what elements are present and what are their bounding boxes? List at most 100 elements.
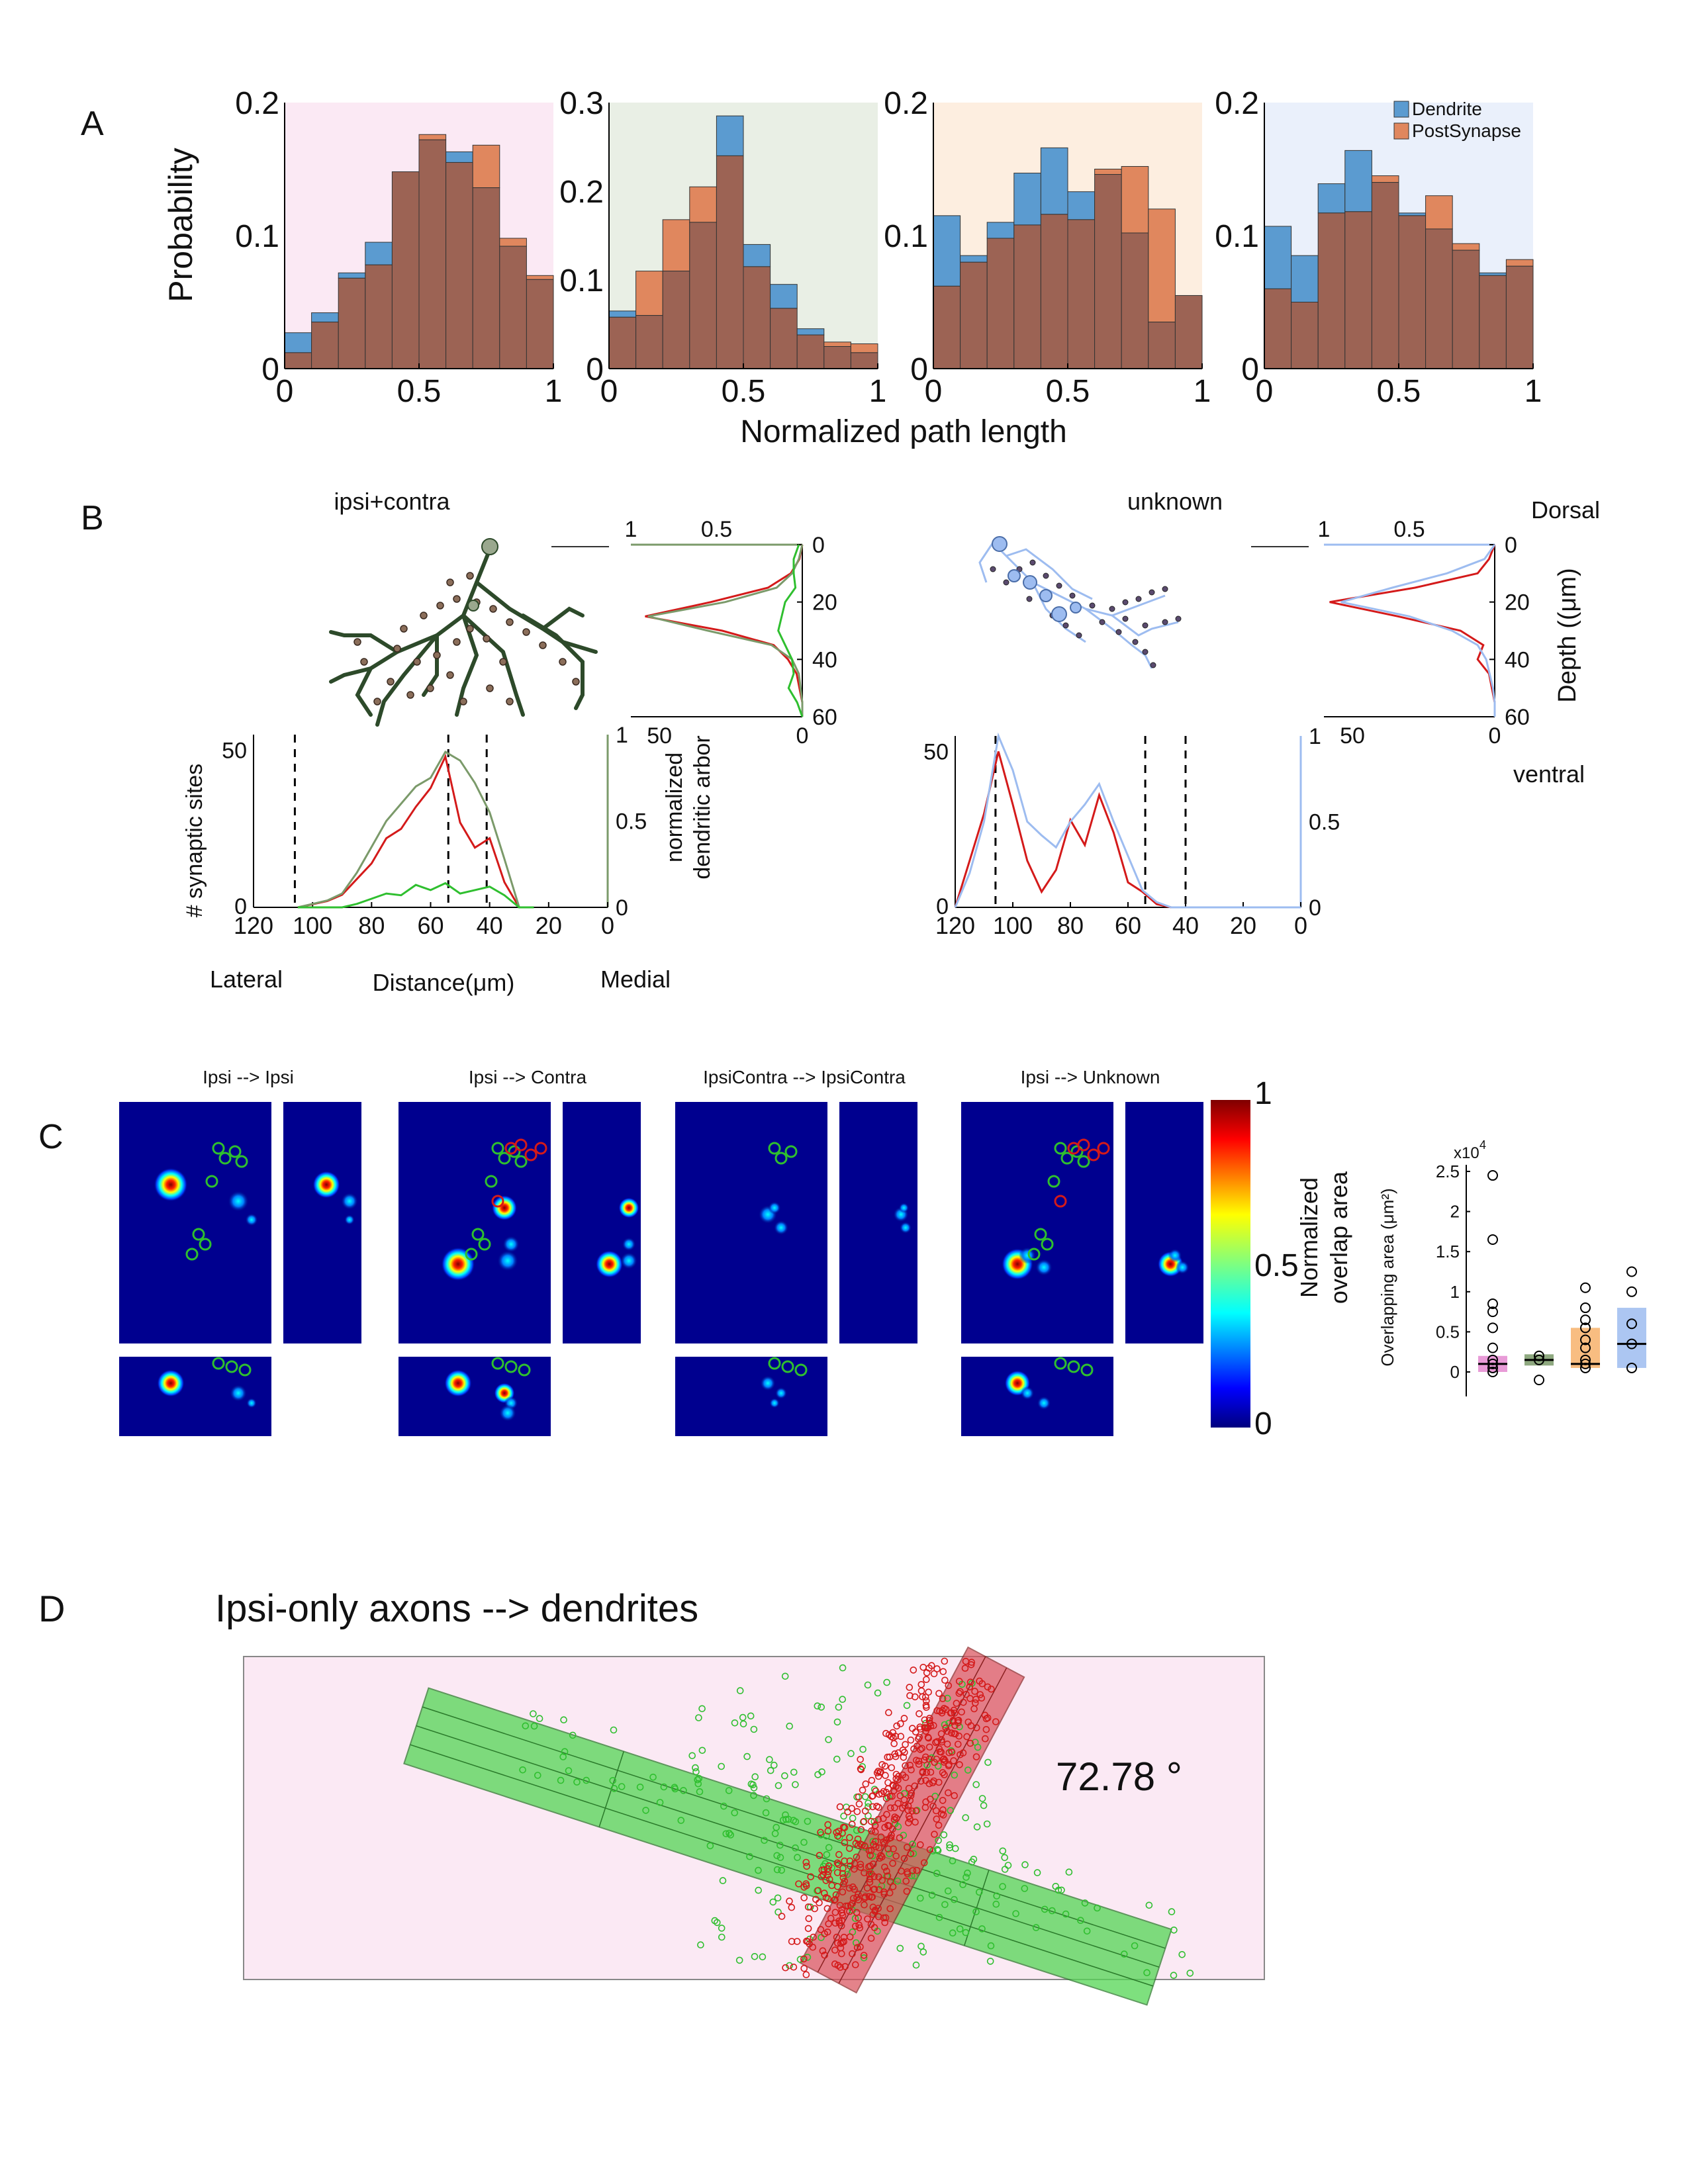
scatter-red-point [847,1901,855,1909]
scatter-green-point [766,1756,773,1763]
scatter-red-point [890,1787,898,1795]
scatter-green-point [763,1795,771,1803]
histogram-2-y-tick-label: 0.3 [559,86,604,121]
box-pink-point [1487,1306,1498,1318]
scatter-green-point [818,1704,825,1711]
dist-plot-2-x-tick-label: 20 [1230,912,1256,939]
scatter-red-point [857,1826,865,1833]
scatter-red-point [935,1778,943,1786]
scatter-green-point [949,1929,957,1936]
scatter-red-point [900,1715,908,1722]
scatter-red-point [909,1867,917,1874]
scatter-red-point [897,1720,904,1727]
scatter-red-point [982,1726,990,1733]
scatter-red-point [821,1889,828,1897]
scatter-red-point [865,1893,873,1901]
heatmap-2-blob-side [595,1250,624,1278]
depth-plot-2-red-line [1329,544,1496,717]
histogram-2-x-tick-label: 0 [600,374,618,409]
scatter-red-point [849,1950,856,1958]
heatmap-4-green-marker [1047,1175,1060,1188]
scatter-green-point [767,1766,774,1774]
scatter-red-point [891,1813,899,1821]
heatmap-1-xz [119,1357,271,1436]
scatter-green-point [956,1925,964,1933]
scatter-red-point [865,1847,873,1854]
heatmap-title-3: IpsiContra --> IpsiContra [703,1067,906,1087]
heatmap-4-green-marker-xz [1067,1360,1080,1373]
histogram-3-bar-overlap [1121,232,1149,369]
scatter-red-point [886,1889,894,1897]
scatter-red-point [957,1688,964,1696]
histogram-2-y-tick-label: 0 [586,352,604,387]
heatmap-4-blob-bottom [1020,1386,1035,1400]
histogram-3-y-tick-label: 0.2 [884,86,928,121]
scatter-red-point [849,1895,857,1902]
heatmap-3-blob-bottom [774,1387,788,1400]
depth-plot-1-bottom-tick-label: 50 [647,723,672,749]
scatter-green-point [790,1768,798,1776]
heatmap-2-blob [441,1247,475,1281]
scatter-green-point [671,1784,679,1791]
scatter-red-point [831,1919,839,1927]
depth-plot-2-bottom-tick-label: 0 [1489,723,1501,749]
heatmap-title-1: Ipsi --> Ipsi [203,1067,294,1087]
box-pink-point [1487,1362,1498,1373]
scatter-red-point [881,1762,889,1770]
scatter-green-point [886,1850,893,1858]
distance-label: Distance(μm) [373,969,515,996]
histogram-1-x-tick-label: 0 [276,374,294,409]
histogram-4-y-tick-label: 0.1 [1215,219,1259,254]
scatter-green-point [1170,1927,1178,1934]
scatter-green-point [677,1817,685,1824]
histogram-2-y-tick-label: 0.2 [559,175,604,210]
scatter-red-point [846,1834,853,1841]
scatter-red-point [931,1831,938,1838]
scatter-red-point [898,1867,905,1875]
scatter-red-point [889,1825,896,1833]
scatter-red-point [918,1745,925,1752]
scatter-green-point [649,1774,657,1781]
scatter-red-point [825,1868,832,1876]
scatter-green-point [1041,1905,1049,1913]
depth-plot-2-lightblue-line [1340,544,1496,717]
scatter-red-point [954,1717,962,1725]
box-pink-point [1487,1358,1498,1369]
heatmap-4-green-marker [1077,1155,1090,1168]
heatmap-4-blob-side [1175,1260,1190,1275]
box-y-tick-label: 0 [1450,1362,1460,1382]
scatter-green-point [776,1841,784,1849]
depth-plot-1-top-tick-label: 1 [625,517,637,542]
scatter-red-point [820,1871,827,1878]
heatmap-2-green-marker [514,1155,528,1168]
scatter-green-point [946,1841,953,1848]
panel-a-xlabel: Normalized path length [740,414,1067,449]
scatter-green-point [973,1823,981,1831]
depth-plot-1-depth-tick-label: 20 [812,590,837,615]
scatter-green-point [933,1870,941,1877]
scatter-green-point [743,1752,751,1760]
scatter-green-point [833,1755,841,1763]
scatter-red-point [938,1709,946,1717]
scatter-green-point [908,1872,915,1880]
scatter-red-point [855,1793,863,1801]
scatter-green-point [1168,1908,1176,1915]
box-orange-point [1580,1342,1591,1353]
scatter-red-point [800,1955,808,1963]
scatter-red-point [867,1934,875,1942]
scatter-red-point [938,1810,945,1818]
scatter-green-point [698,1747,706,1754]
histogram-1-x-tick-label: 0.5 [397,374,442,409]
scatter-green-point [978,1795,986,1802]
scatter-red-point [935,1821,943,1829]
panel-a-histograms: 0 0.5 100.10.20 0.5 100.10.20.30 0.5 100.10.20… [235,86,1542,409]
b-ylabel-right-2: dendritic arbor [690,735,715,879]
scatter-red-point [933,1665,941,1672]
scatter-green-point [874,1689,882,1697]
scatter-red-point [852,1923,859,1930]
histogram-1-bar-top [499,238,527,247]
histogram-3-x-tick-label: 0 [925,374,943,409]
box-orange [1571,1328,1600,1368]
heatmap-3-xy [675,1102,827,1343]
histogram-3-x-tick-label: 0.5 [1046,374,1090,409]
